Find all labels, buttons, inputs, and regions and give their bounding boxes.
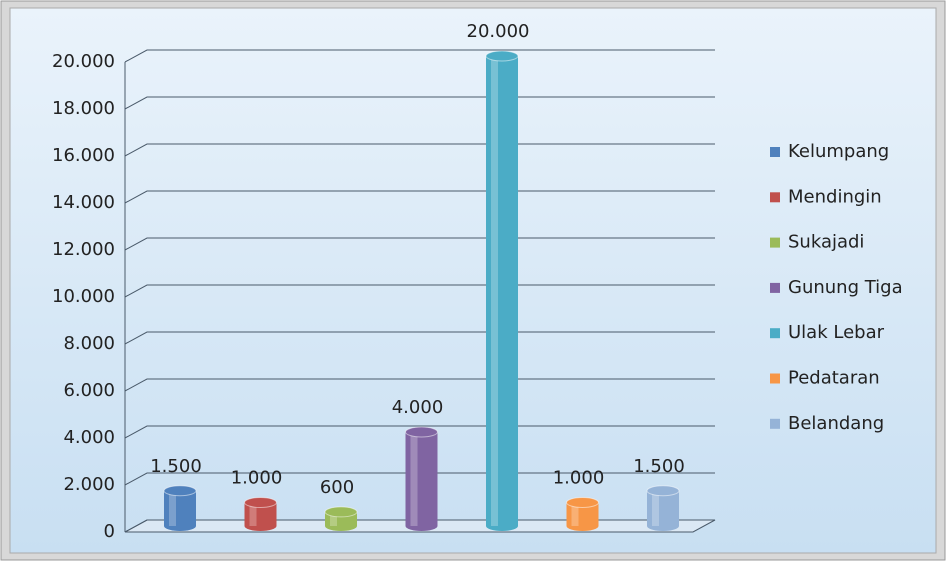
grid-line [124,284,715,298]
bar-shine [491,56,498,526]
data-label: 4.000 [392,397,444,418]
y-tick-label: 4.000 [63,427,115,448]
bar-top [324,506,358,518]
legend-swatch [770,192,780,203]
bar-shine [330,511,337,526]
chart-area [9,7,937,554]
data-label: 1.000 [553,468,605,489]
bar-shine [652,490,659,526]
bar [486,56,518,526]
legend-label: Pedataran [788,368,880,389]
bar-shine [249,502,257,526]
y-tick-label: 8.000 [63,333,115,354]
y-tick-label: 10.000 [52,286,115,307]
bar-top [163,485,197,497]
legend-swatch [770,282,780,293]
grid-line [124,237,715,251]
bar-top [405,426,438,438]
grid-line [124,190,715,204]
legend-swatch [770,237,780,248]
y-tick-label: 12.000 [52,239,115,260]
legend-label: Mendingin [788,186,882,207]
bar [647,490,679,526]
legend-label: Ulak Lebar [788,322,885,343]
bar-shine [169,490,176,526]
y-tick-label: 6.000 [63,380,115,401]
legend-swatch [770,373,780,384]
grid-line [124,143,715,157]
legend-swatch [770,147,780,157]
bar-top [566,497,599,508]
grid-line [124,378,715,392]
y-tick-label: 18.000 [52,98,115,119]
y-tick-label: 2.000 [63,474,115,495]
y-tick-label: 14.000 [52,192,115,213]
bar-top [485,50,519,62]
bar-shine [410,432,418,526]
legend-label: Gunung Tiga [788,277,903,298]
bar [164,490,196,526]
bar-top [646,485,680,497]
y-tick-label: 20.000 [52,51,115,72]
bar-shine [571,502,579,526]
legend-swatch [770,328,780,339]
bar [566,502,599,526]
grid-line [124,49,715,63]
data-label: 20.000 [467,21,530,42]
grid-line [124,331,715,345]
data-label: 1.500 [150,456,202,477]
y-tick-label: 0 [104,521,115,542]
grid-line [124,519,715,533]
bar [244,502,277,526]
legend-swatch [770,418,780,429]
legend-label: Kelumpang [788,141,889,162]
grid-line [124,96,715,110]
legend-label: Sukajadi [788,232,864,253]
bar [405,432,438,526]
data-label: 1.500 [633,456,685,477]
grid-line [124,425,715,439]
grid-line [124,472,715,486]
data-label: 1.000 [231,468,283,489]
bar-top [244,497,277,508]
legend-label: Belandang [788,413,884,434]
y-tick-label: 16.000 [52,145,115,166]
data-label: 600 [320,477,354,498]
